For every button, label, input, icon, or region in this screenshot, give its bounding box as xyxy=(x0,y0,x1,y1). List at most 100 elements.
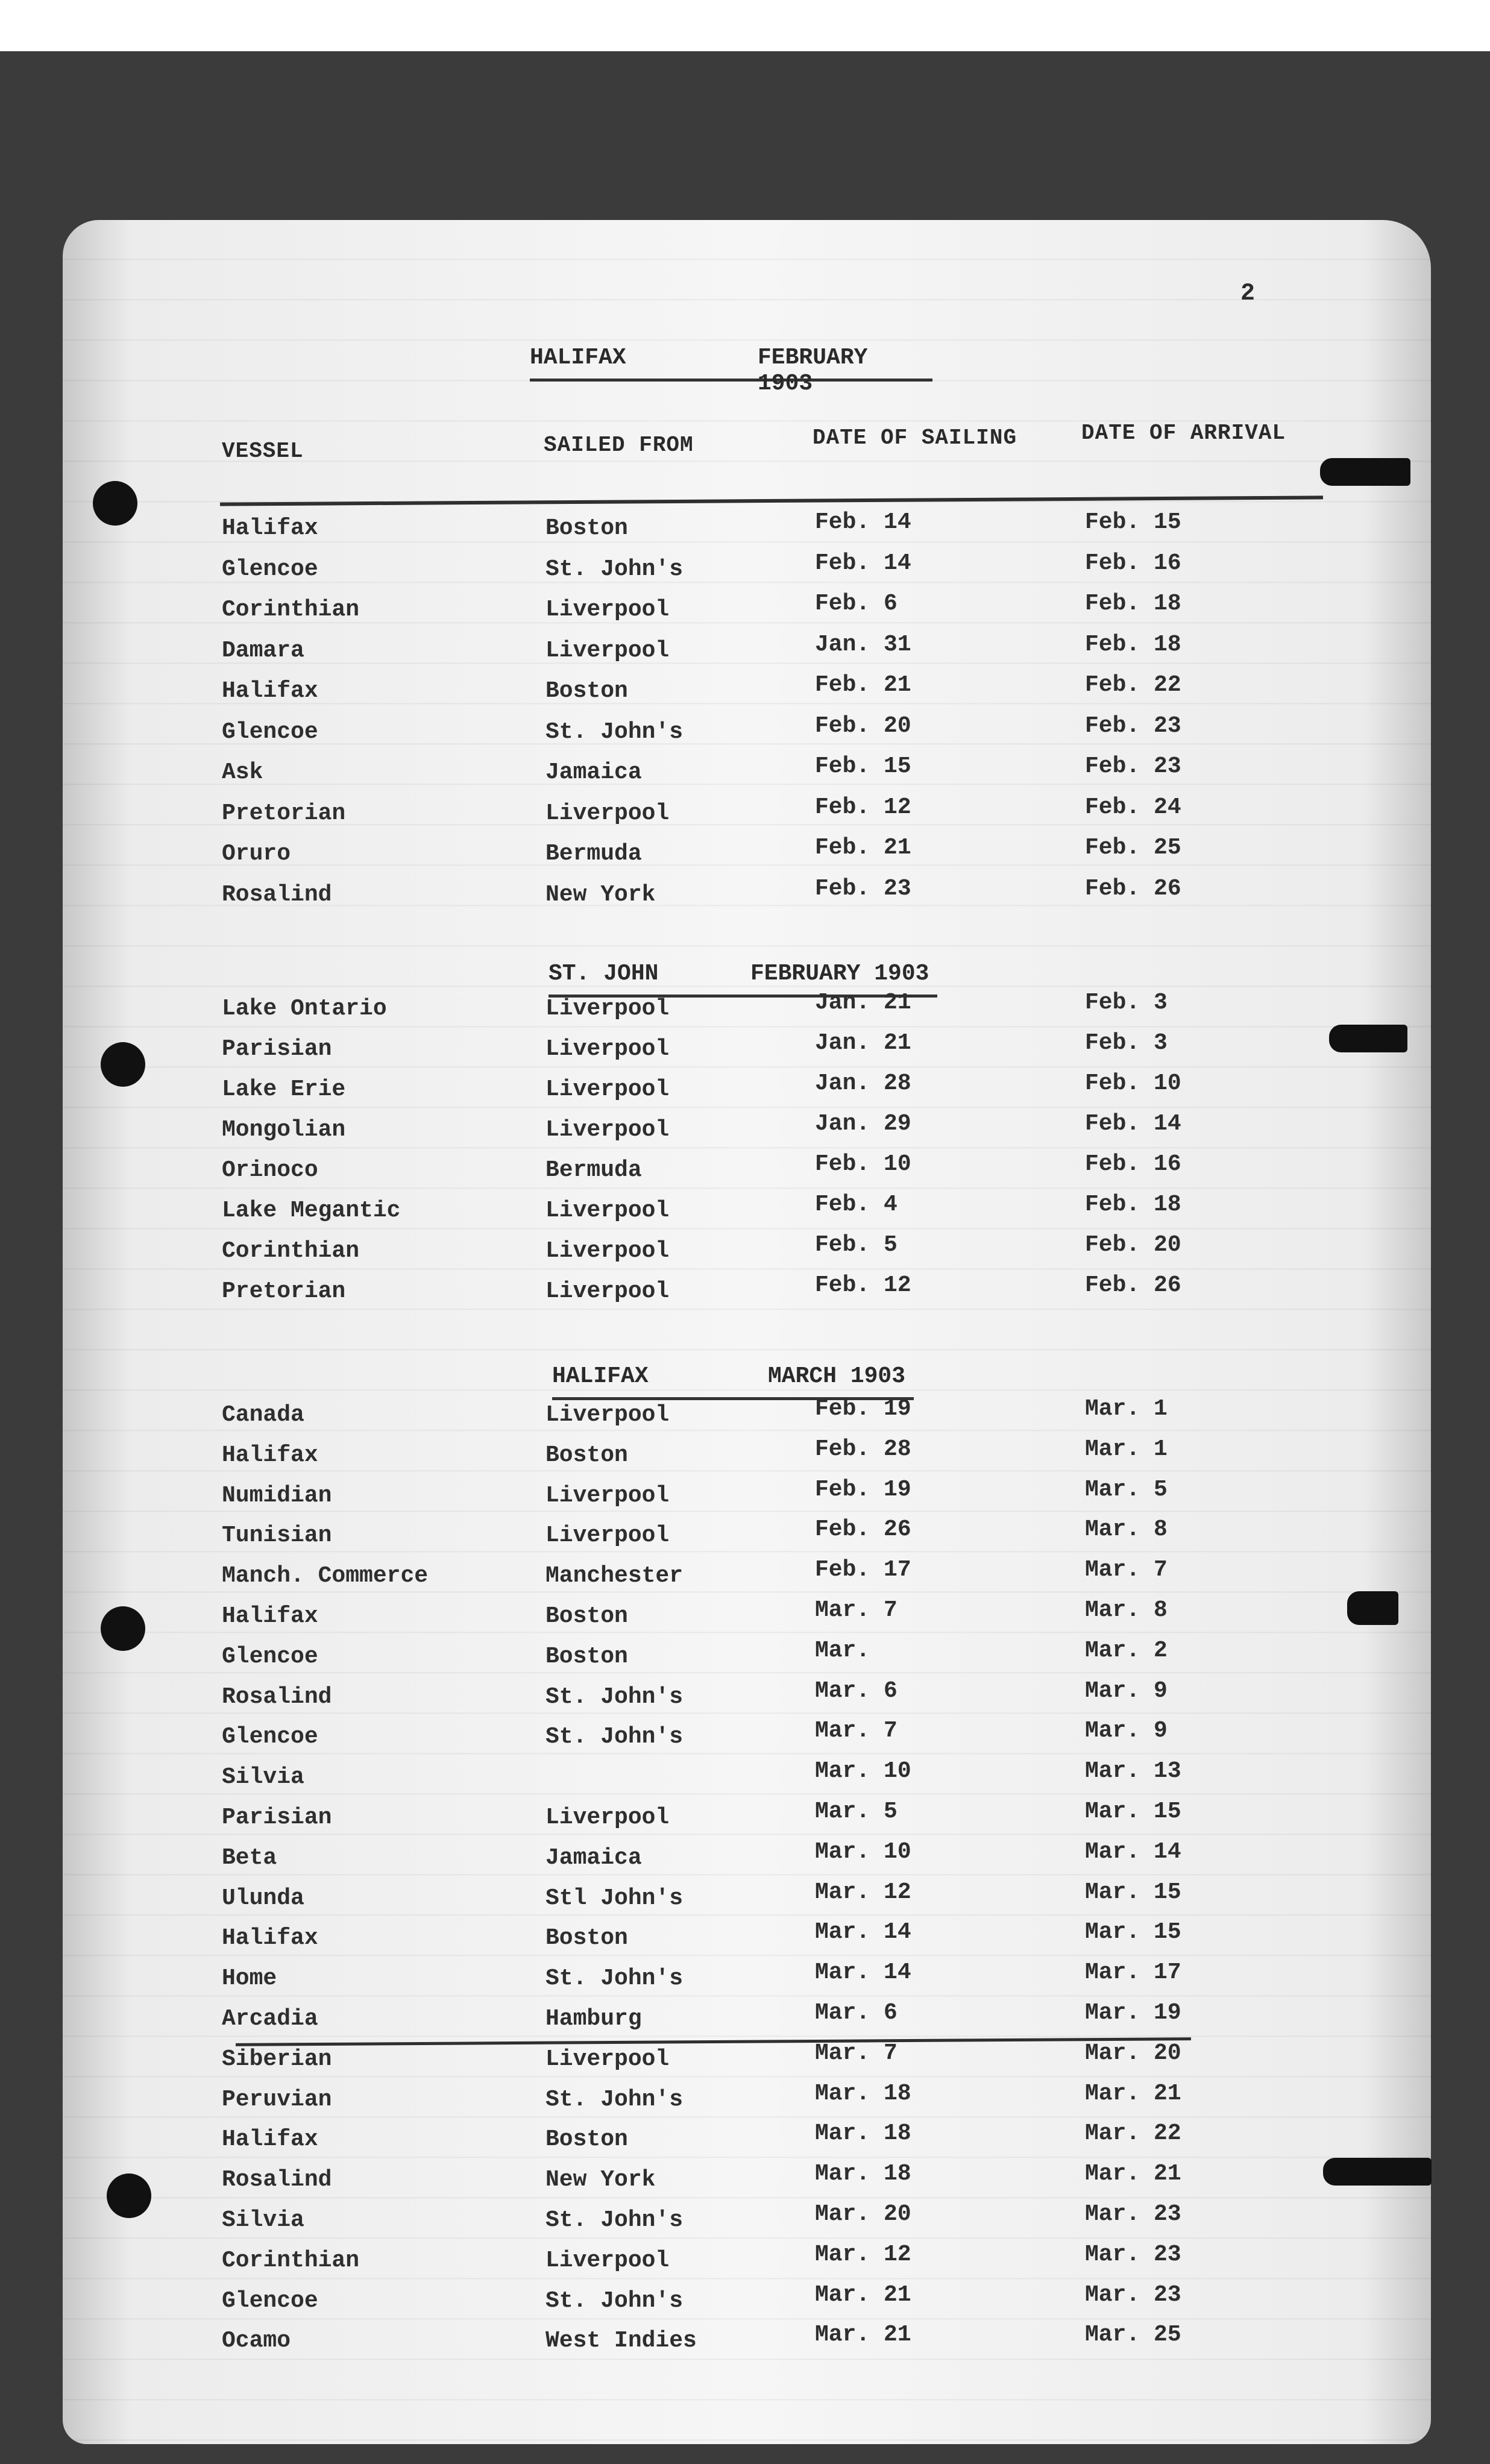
table-row: Ask Jamaica Feb. 15 Feb. 23 xyxy=(0,753,1490,799)
vessel-cell: Glencoe xyxy=(222,556,318,582)
table-row: Rosalind New York Mar. 18 Mar. 21 xyxy=(0,2161,1490,2207)
date-of-sailing-cell: Mar. 18 xyxy=(815,2080,911,2107)
section-place: HALIFAX xyxy=(552,1363,649,1389)
table-row: Manch. Commerce Manchester Feb. 17 Mar. 7 xyxy=(0,1557,1490,1603)
sailed-from-cell: Bermuda xyxy=(545,841,642,867)
vessel-cell: Halifax xyxy=(222,678,318,704)
date-of-sailing-cell: Mar. 14 xyxy=(815,1960,911,1986)
sailed-from-cell: St. John's xyxy=(545,2207,684,2233)
vessel-cell: Rosalind xyxy=(222,881,332,908)
date-of-arrival-cell: Feb. 16 xyxy=(1085,550,1181,576)
date-of-arrival-cell: Feb. 18 xyxy=(1085,591,1181,617)
table-row: Silvia St. John's Mar. 20 Mar. 23 xyxy=(0,2201,1490,2247)
vessel-cell: Oruro xyxy=(222,841,291,867)
section-place: ST. JOHN xyxy=(549,961,659,987)
date-of-sailing-cell: Mar. 6 xyxy=(815,1677,897,1704)
punch-hole xyxy=(101,1606,145,1651)
table-row: Glencoe Boston Mar. Mar. 2 xyxy=(0,1638,1490,1683)
table-row: Orinoco Bermuda Feb. 10 Feb. 16 xyxy=(0,1151,1490,1197)
punch-hole xyxy=(93,481,137,526)
date-of-sailing-cell: Mar. 14 xyxy=(815,1919,911,1946)
vessel-cell: Rosalind xyxy=(222,1683,332,1710)
section-place: HALIFAX xyxy=(530,345,626,371)
date-of-sailing-cell: Mar. 7 xyxy=(815,2040,897,2066)
table-row: Halifax Boston Feb. 14 Feb. 15 xyxy=(0,509,1490,555)
vessel-cell: Halifax xyxy=(222,1603,318,1629)
sailed-from-cell: Bermuda xyxy=(545,1157,642,1183)
sailed-from-cell: Boston xyxy=(545,515,628,541)
date-of-arrival-cell: Feb. 3 xyxy=(1085,1030,1168,1056)
section-month: FEBRUARY 1903 xyxy=(758,345,868,397)
date-of-sailing-cell: Feb. 26 xyxy=(815,1516,911,1543)
binder-tab xyxy=(1323,2158,1432,2186)
date-of-arrival-cell: Feb. 23 xyxy=(1085,753,1181,779)
vessel-cell: Siberian xyxy=(222,2046,332,2072)
table-row: Halifax Boston Mar. 14 Mar. 15 xyxy=(0,1919,1490,1965)
date-of-arrival-cell: Feb. 18 xyxy=(1085,1192,1181,1218)
table-row: Mongolian Liverpool Jan. 29 Feb. 14 xyxy=(0,1111,1490,1157)
sailed-from-cell: Liverpool xyxy=(545,597,670,623)
table-row: Arcadia Hamburg Mar. 6 Mar. 19 xyxy=(0,2000,1490,2046)
vessel-cell: Orinoco xyxy=(222,1157,318,1183)
vessel-cell: Parisian xyxy=(222,1805,332,1831)
date-of-arrival-cell: Mar. 8 xyxy=(1085,1597,1168,1623)
date-of-arrival-cell: Feb. 23 xyxy=(1085,712,1181,739)
vessel-cell: Parisian xyxy=(222,1036,332,1062)
date-of-arrival-cell: Mar. 20 xyxy=(1085,2040,1181,2066)
vessel-cell: Halifax xyxy=(222,2126,318,2153)
vessel-cell: Lake Megantic xyxy=(222,1198,401,1224)
table-row: Corinthian Liverpool Feb. 6 Feb. 18 xyxy=(0,591,1490,636)
table-row: Lake Megantic Liverpool Feb. 4 Feb. 18 xyxy=(0,1192,1490,1237)
sailed-from-cell: Manchester xyxy=(545,1563,684,1589)
header-date-of-sailing: DATE OF SAILING xyxy=(813,426,1017,450)
binder-tab xyxy=(1347,1591,1398,1625)
table-row: Pretorian Liverpool Feb. 12 Feb. 24 xyxy=(0,794,1490,840)
date-of-arrival-cell: Mar. 23 xyxy=(1085,2201,1181,2227)
date-of-arrival-cell: Mar. 15 xyxy=(1085,1799,1181,1824)
vessel-cell: Mongolian xyxy=(222,1117,346,1143)
sailed-from-cell: Liverpool xyxy=(545,1076,670,1102)
date-of-sailing-cell: Mar. 7 xyxy=(815,1597,897,1623)
table-row: Glencoe St. John's Feb. 20 Feb. 23 xyxy=(0,713,1490,759)
binder-tab xyxy=(1329,1025,1407,1052)
section-title: ST. JOHN FEBRUARY 1903 xyxy=(549,961,937,998)
sailed-from-cell: Liverpool xyxy=(545,1523,670,1549)
date-of-sailing-cell: Feb. 10 xyxy=(815,1151,911,1177)
date-of-sailing-cell: Feb. 12 xyxy=(815,794,911,820)
date-of-arrival-cell: Feb. 18 xyxy=(1085,631,1181,658)
table-row: Corinthian Liverpool Feb. 5 Feb. 20 xyxy=(0,1232,1490,1278)
vessel-cell: Ocamo xyxy=(222,2328,291,2354)
vessel-cell: Halifax xyxy=(222,1925,318,1952)
table-row: Home St. John's Mar. 14 Mar. 17 xyxy=(0,1960,1490,2005)
punch-hole xyxy=(107,2173,151,2218)
date-of-arrival-cell: Feb. 15 xyxy=(1085,509,1181,535)
vessel-cell: Glencoe xyxy=(222,718,318,745)
table-row: Ocamo West Indies Mar. 21 Mar. 25 xyxy=(0,2322,1490,2368)
date-of-arrival-cell: Feb. 24 xyxy=(1085,794,1181,820)
date-of-arrival-cell: Feb. 25 xyxy=(1085,835,1181,861)
date-of-sailing-cell: Mar. 18 xyxy=(815,2120,911,2147)
sailed-from-cell: St. John's xyxy=(545,1966,684,1992)
table-row: Damara Liverpool Jan. 31 Feb. 18 xyxy=(0,632,1490,677)
sailed-from-cell: St. John's xyxy=(545,2287,684,2314)
date-of-arrival-cell: Feb. 10 xyxy=(1085,1070,1181,1096)
sailed-from-cell: St. John's xyxy=(545,1683,684,1710)
table-row: Pretorian Liverpool Feb. 12 Feb. 26 xyxy=(0,1272,1490,1318)
date-of-sailing-cell: Mar. 10 xyxy=(815,1758,911,1785)
header-date-of-arrival: DATE OF ARRIVAL xyxy=(1081,421,1286,445)
date-of-sailing-cell: Feb. 17 xyxy=(815,1557,911,1583)
date-of-sailing-cell: Feb. 6 xyxy=(815,591,897,617)
vessel-cell: Lake Ontario xyxy=(222,996,387,1022)
sailed-from-cell: Boston xyxy=(545,1603,628,1629)
sailed-from-cell: Liverpool xyxy=(545,1278,670,1304)
sailed-from-cell: Liverpool xyxy=(545,800,670,826)
vessel-cell: Pretorian xyxy=(222,800,346,826)
table-row: Parisian Liverpool Jan. 21 Feb. 3 xyxy=(0,1030,1490,1076)
date-of-sailing-cell: Jan. 29 xyxy=(815,1111,911,1137)
punch-hole xyxy=(101,1042,145,1087)
date-of-sailing-cell: Jan. 31 xyxy=(815,631,911,658)
table-row: Tunisian Liverpool Feb. 26 Mar. 8 xyxy=(0,1516,1490,1562)
vessel-cell: Rosalind xyxy=(222,2167,332,2193)
date-of-arrival-cell: Mar. 9 xyxy=(1085,1677,1168,1704)
table-row: Rosalind St. John's Mar. 6 Mar. 9 xyxy=(0,1678,1490,1724)
